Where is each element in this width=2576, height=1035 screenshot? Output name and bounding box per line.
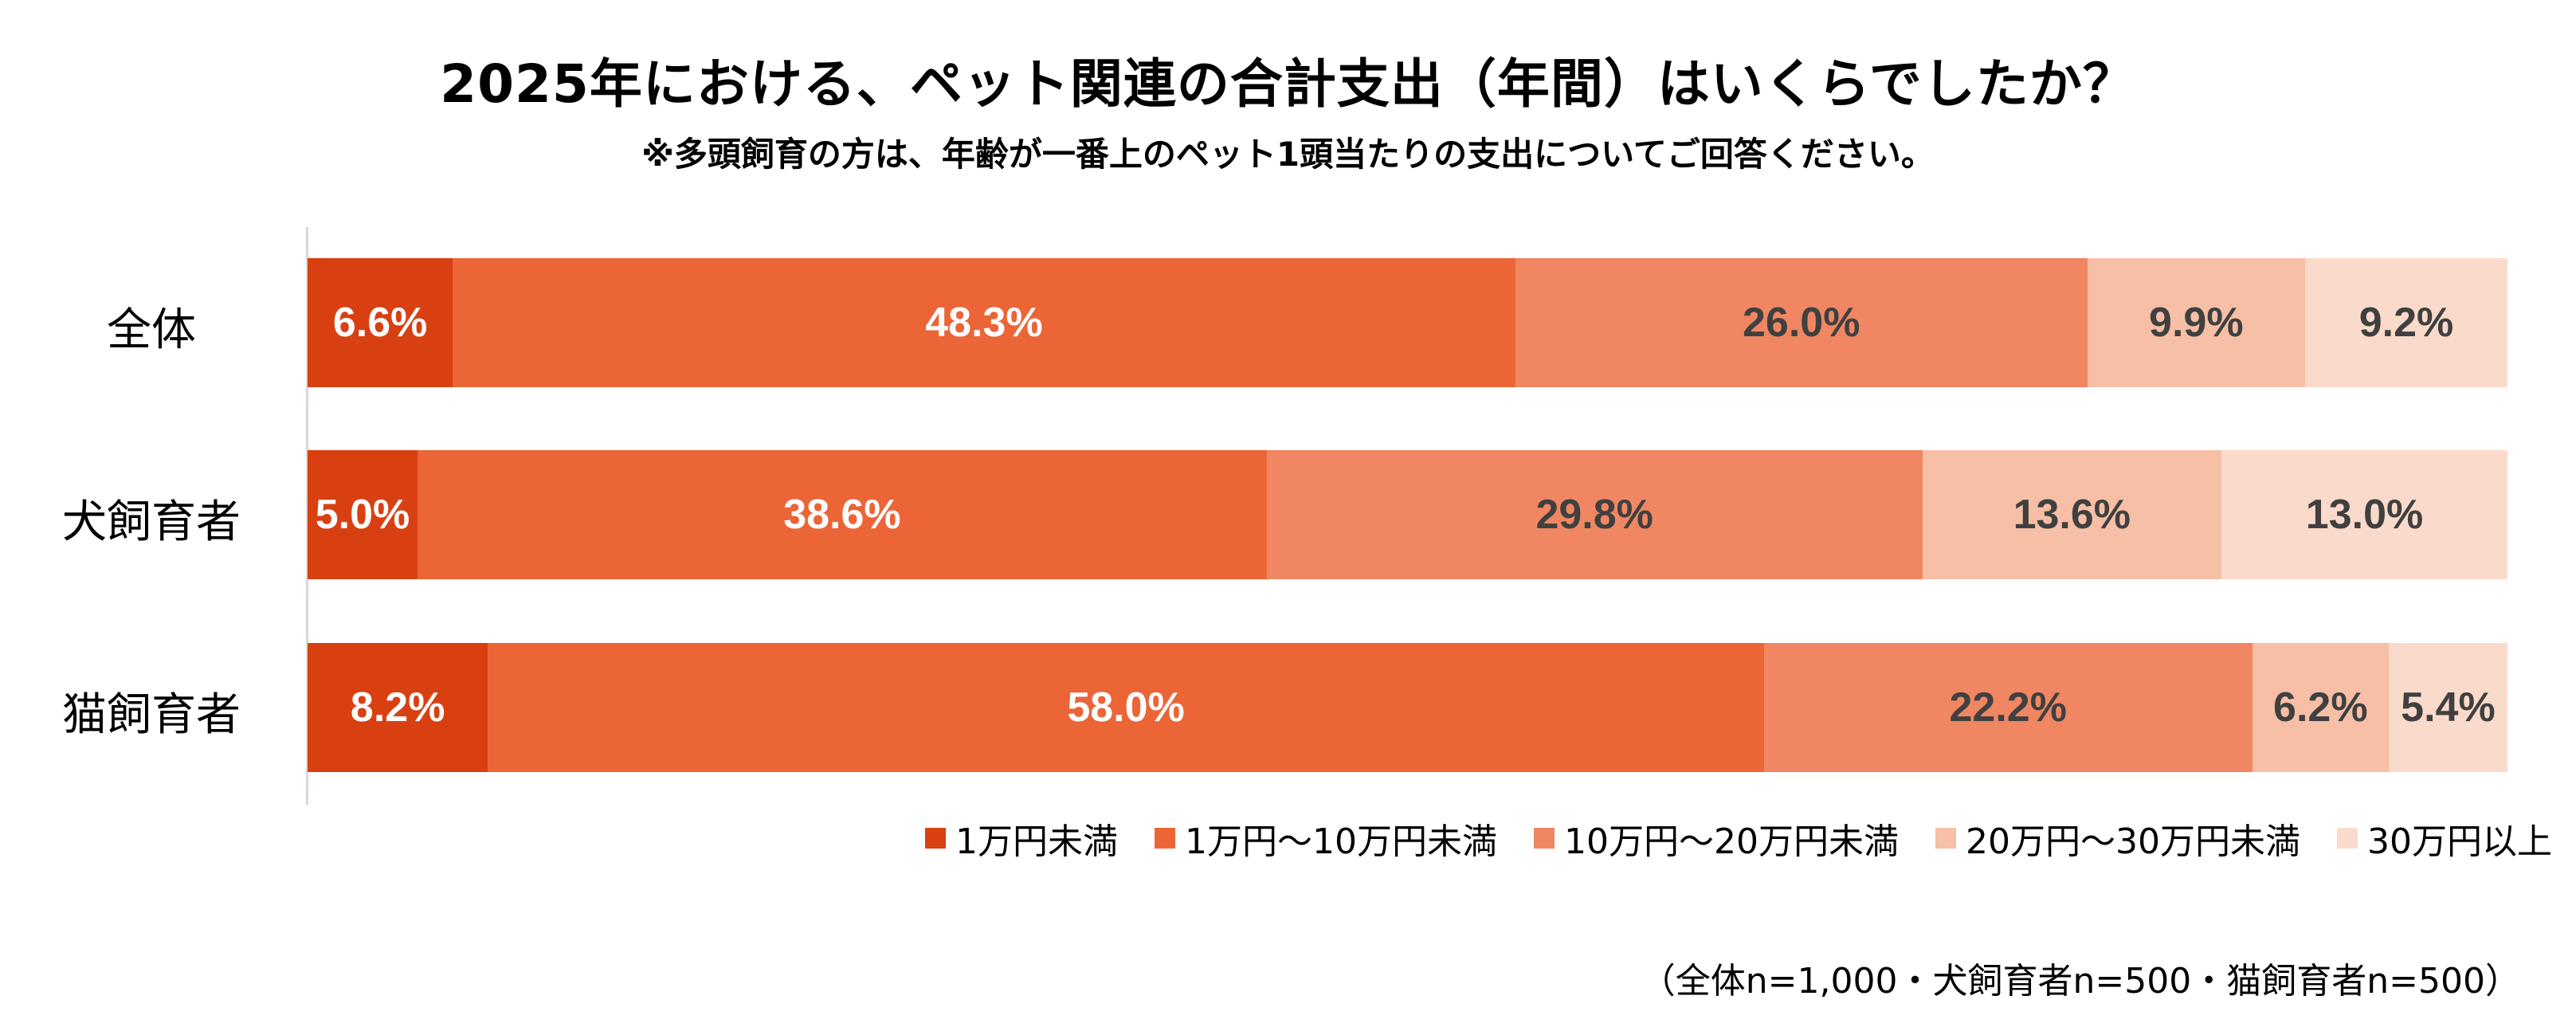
bar-segment: 5.4% bbox=[2388, 643, 2507, 772]
bar-segment: 8.2% bbox=[308, 643, 488, 772]
bar-segment: 6.2% bbox=[2252, 643, 2389, 772]
category-label: 猫飼育者 bbox=[62, 689, 241, 741]
data-label: 29.8% bbox=[1535, 492, 1653, 538]
legend-item: 30万円以上 bbox=[2337, 813, 2552, 864]
data-label: 9.9% bbox=[2149, 300, 2244, 346]
bar-row: 8.2% 58.0% 22.2% 6.2% 5.4% bbox=[308, 643, 2507, 772]
bar-segment: 22.2% bbox=[1763, 643, 2253, 772]
data-label: 5.4% bbox=[2401, 684, 2496, 731]
data-label: 13.0% bbox=[2305, 492, 2424, 538]
legend-swatch bbox=[2337, 828, 2358, 849]
legend-item: 10万円～20万円未満 bbox=[1534, 813, 1899, 864]
legend-label: 20万円～30万円未満 bbox=[1966, 821, 2300, 862]
legend-label: 30万円以上 bbox=[2367, 821, 2552, 862]
data-label: 9.2% bbox=[2358, 300, 2454, 346]
data-label: 13.6% bbox=[2013, 492, 2131, 538]
bar-segment: 6.6% bbox=[308, 258, 453, 387]
bar-segment: 58.0% bbox=[488, 643, 1764, 772]
sample-size-note: （全体n=1,000・犬飼育者n=500・猫飼育者n=500） bbox=[1640, 961, 2520, 1002]
data-label: 5.0% bbox=[315, 492, 410, 538]
data-label: 58.0% bbox=[1067, 684, 1185, 731]
bar-segment: 38.6% bbox=[418, 450, 1267, 579]
bar-segment: 29.8% bbox=[1266, 450, 1923, 579]
legend-swatch bbox=[925, 828, 947, 849]
category-axis-line bbox=[306, 227, 308, 805]
chart-subtitle: ※多頭飼育の方は、年齢が一番上のペット1頭当たりの支出についてご回答ください。 bbox=[641, 135, 1935, 174]
legend-item: 1万円～10万円未満 bbox=[1155, 813, 1497, 864]
data-label: 26.0% bbox=[1742, 300, 1860, 346]
data-label: 6.6% bbox=[332, 300, 428, 346]
legend-label: 10万円～20万円未満 bbox=[1564, 821, 1900, 862]
bar-row: 5.0% 38.6% 29.8% 13.6% 13.0% bbox=[308, 450, 2507, 579]
legend-label: 1万円～10万円未満 bbox=[1185, 821, 1498, 862]
bar-segment: 48.3% bbox=[453, 258, 1515, 387]
legend-swatch bbox=[1155, 828, 1176, 849]
legend: 1万円未満 1万円～10万円未満 10万円～20万円未満 20万円～30万円未満 30万… bbox=[925, 813, 2552, 864]
legend-item: 1万円未満 bbox=[925, 813, 1118, 864]
bar-segment: 5.0% bbox=[308, 450, 418, 579]
data-label: 6.2% bbox=[2273, 684, 2368, 731]
chart-title: 2025年における、ペット関連の合計支出（年間）はいくらでしたか？ bbox=[440, 53, 2136, 115]
legend-swatch bbox=[1935, 828, 1957, 849]
category-label: 犬飼育者 bbox=[62, 496, 241, 548]
bar-segment: 26.0% bbox=[1515, 258, 2088, 387]
data-label: 22.2% bbox=[1949, 684, 2067, 731]
data-label: 8.2% bbox=[350, 684, 445, 731]
legend-label: 1万円未満 bbox=[955, 821, 1119, 862]
bar-row: 6.6% 48.3% 26.0% 9.9% 9.2% bbox=[308, 258, 2507, 387]
data-label: 38.6% bbox=[783, 492, 901, 538]
bar-segment: 9.9% bbox=[2087, 258, 2305, 387]
category-label: 全体 bbox=[107, 304, 196, 356]
bar-segment: 13.6% bbox=[1922, 450, 2222, 579]
bar-segment: 9.2% bbox=[2304, 258, 2507, 387]
bar-segment: 13.0% bbox=[2221, 450, 2507, 579]
data-label: 48.3% bbox=[925, 300, 1043, 346]
legend-item: 20万円～30万円未満 bbox=[1935, 813, 2300, 864]
legend-swatch bbox=[1534, 828, 1555, 849]
